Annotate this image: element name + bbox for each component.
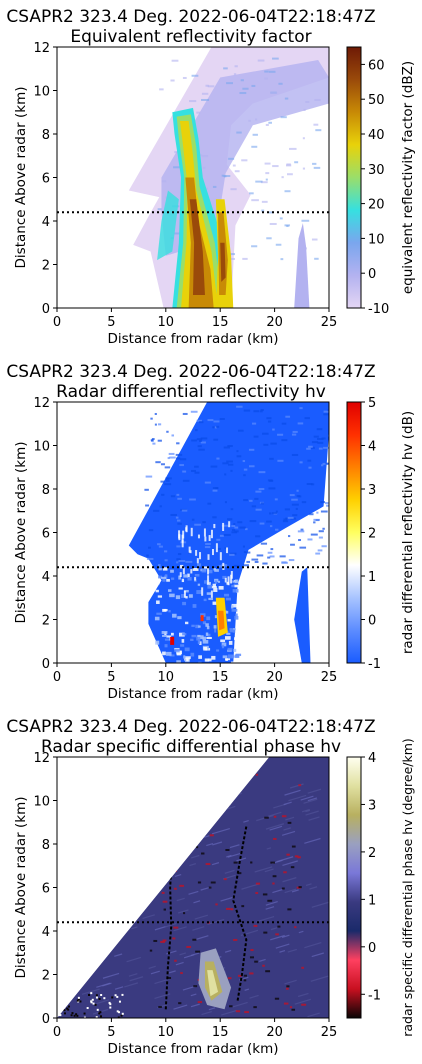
colorbar-tick-label: 0 [368,941,376,956]
chart-subtitle: Radar specific differential phase hv [41,737,341,757]
chart-title: CSAPR2 323.4 Deg. 2022-06-04T22:18:47Z [6,362,375,382]
colorbar-tick-label: 50 [368,93,385,108]
y-tick-label: 8 [42,483,50,498]
x-tick-label: 25 [321,1025,338,1040]
x-tick-label: 25 [321,315,338,330]
x-tick-label: 20 [266,315,283,330]
x-tick-label: 15 [212,670,229,685]
y-tick-label: 12 [33,751,50,766]
x-tick-label: 0 [53,1025,61,1040]
y-tick-label: 8 [42,128,50,143]
x-tick-label: 15 [212,315,229,330]
colorbar-tick-label: 3 [368,483,376,498]
chart-subtitle: Equivalent reflectivity factor [70,27,311,47]
chart-title: CSAPR2 323.4 Deg. 2022-06-04T22:18:47Z [6,717,375,737]
chart-title: CSAPR2 323.4 Deg. 2022-06-04T22:18:47Z [6,7,375,27]
y-tick-label: 0 [42,657,50,672]
radar-field [128,47,329,308]
colorbar-tick-label: -10 [368,302,389,317]
colorbar [346,401,362,664]
y-tick-label: 6 [42,882,50,897]
x-tick-label: 5 [107,315,115,330]
y-tick-label: 8 [42,838,50,853]
x-tick-label: 20 [266,670,283,685]
colorbar [346,46,362,309]
y-tick-label: 4 [42,925,50,940]
chart-panel-1: CSAPR2 323.4 Deg. 2022-06-04T22:18:47ZEq… [6,7,416,347]
colorbar-label: radar specific differential phase hv (de… [400,738,415,1037]
colorbar-label: radar differential reflectivity hv (dB) [400,411,416,654]
colorbar-tick-label: 1 [368,893,376,908]
radar-field [57,757,329,1018]
colorbar [346,756,362,1019]
colorbar-label: equivalent reflectivity factor (dBZ) [400,61,416,294]
y-axis-label: Distance Above radar (km) [13,87,29,269]
y-tick-label: 12 [33,41,50,56]
chart-panel-3: CSAPR2 323.4 Deg. 2022-06-04T22:18:47ZRa… [6,717,415,1057]
colorbar-tick-label: 30 [368,163,385,178]
x-axis-label: Distance from radar (km) [107,686,278,702]
x-tick-label: 15 [212,1025,229,1040]
colorbar-tick-label: 0 [368,614,376,629]
x-tick-label: 20 [266,1025,283,1040]
colorbar-tick-label: 40 [368,128,385,143]
y-tick-label: 2 [42,259,50,274]
colorbar-tick-label: 5 [368,396,376,411]
echo-core-7 [220,242,226,282]
kdp-region [57,757,329,1018]
x-tick-label: 5 [107,670,115,685]
y-tick-label: 0 [42,1012,50,1027]
x-tick-label: 10 [158,315,175,330]
x-axis-label: Distance from radar (km) [107,1041,278,1057]
colorbar-tick-label: -1 [368,657,381,672]
y-tick-label: 12 [33,396,50,411]
x-tick-label: 10 [158,1025,175,1040]
chart-subtitle: Radar differential reflectivity hv [56,382,326,402]
y-axis-label: Distance Above radar (km) [13,442,29,624]
colorbar-tick-label: 60 [368,58,385,73]
y-tick-label: 2 [42,614,50,629]
y-tick-label: 10 [33,85,50,100]
colorbar-tick-label: 20 [368,198,385,213]
y-tick-label: 6 [42,172,50,187]
y-tick-label: 4 [42,215,50,230]
x-tick-label: 10 [158,670,175,685]
colorbar-tick-label: 2 [368,527,376,542]
y-tick-label: 4 [42,570,50,585]
colorbar-tick-label: -1 [368,988,381,1003]
x-tick-label: 25 [321,670,338,685]
y-tick-label: 2 [42,969,50,984]
x-tick-label: 0 [53,670,61,685]
x-tick-label: 5 [107,1025,115,1040]
x-axis-label: Distance from radar (km) [107,331,278,347]
x-tick-label: 0 [53,315,61,330]
colorbar-tick-label: 3 [368,798,376,813]
colorbar-tick-label: 0 [368,267,376,282]
chart-panel-2: CSAPR2 323.4 Deg. 2022-06-04T22:18:47ZRa… [6,362,416,702]
y-tick-label: 0 [42,302,50,317]
colorbar-tick-label: 1 [368,570,376,585]
colorbar-tick-label: 2 [368,846,376,861]
y-tick-label: 10 [33,795,50,810]
radar-field [128,402,329,663]
colorbar-tick-label: 10 [368,232,385,247]
y-tick-label: 10 [33,440,50,455]
y-axis-label: Distance Above radar (km) [13,797,29,979]
y-tick-label: 6 [42,527,50,542]
colorbar-tick-label: 4 [368,751,376,766]
echo-core-4 [189,199,205,295]
colorbar-tick-label: 4 [368,440,376,455]
